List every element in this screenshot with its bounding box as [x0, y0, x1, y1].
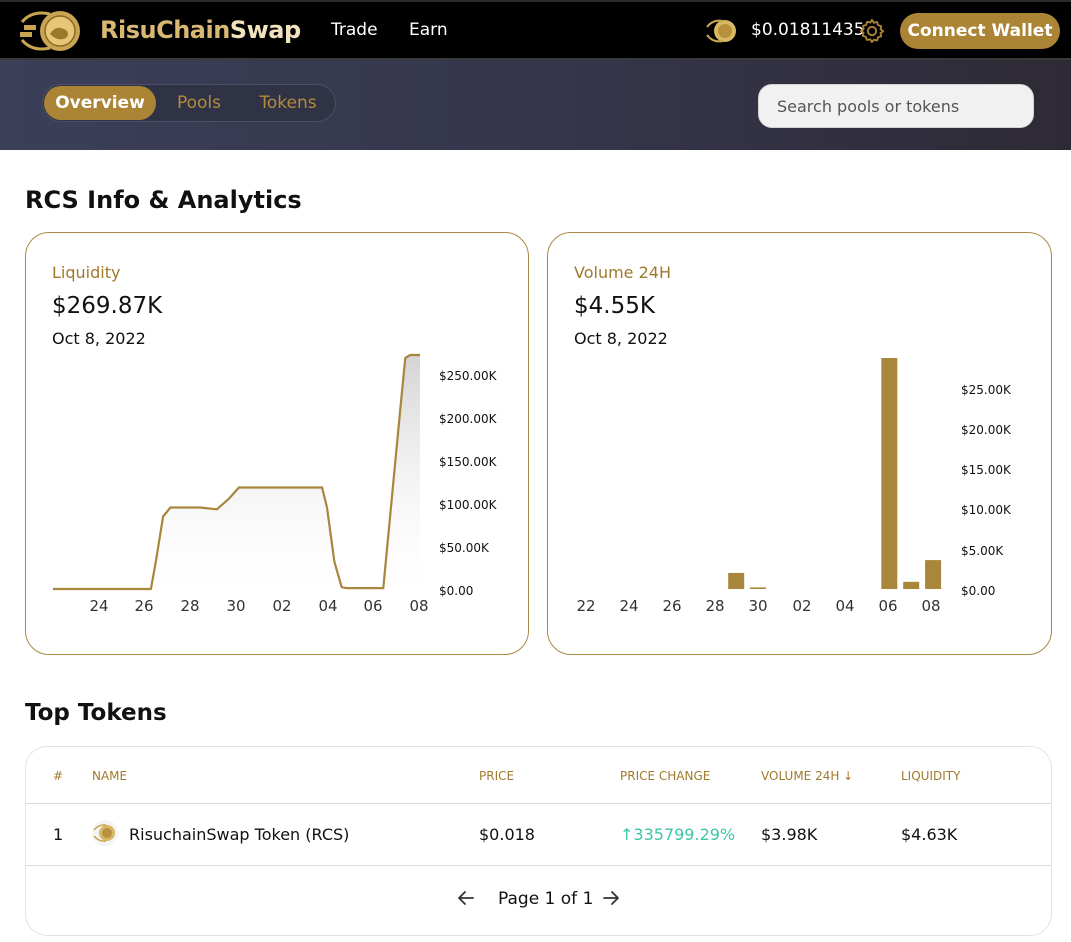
liquidity-x-tick: 24	[89, 597, 108, 615]
col-rank: #	[53, 769, 64, 783]
volume-x-tick: 30	[748, 597, 767, 615]
volume-chart[interactable]: 22 24 26 28 30 02 04 06 08 $0.00 $5.00K $10.00K $15…	[548, 233, 1052, 655]
nav-trade[interactable]: Trade	[331, 20, 378, 40]
volume-x-tick: 06	[878, 597, 897, 615]
liquidity-y-tick: $200.00K	[439, 412, 498, 426]
liquidity-x-tick: 30	[226, 597, 245, 615]
brand-part1: RisuChain	[100, 16, 230, 44]
liquidity-series-line	[53, 353, 420, 591]
top-tokens-table: # NAME PRICE PRICE CHANGE VOLUME 24H ↓ L…	[25, 746, 1052, 936]
liquidity-x-tick: 06	[363, 597, 382, 615]
row-divider	[26, 865, 1051, 866]
header-divider	[26, 803, 1051, 804]
volume-y-tick: $20.00K	[961, 423, 1012, 437]
top-navbar: RisuChainSwap Trade Earn $0.01811435 Con…	[0, 0, 1071, 60]
volume-bar[interactable]	[728, 572, 745, 589]
top-tokens-title: Top Tokens	[25, 700, 167, 726]
volume-bar[interactable]	[903, 581, 920, 589]
liquidity-value: $269.87K	[52, 293, 163, 319]
liquidity-y-tick: $50.00K	[439, 541, 490, 555]
volume-bar[interactable]	[925, 560, 942, 589]
connect-wallet-button[interactable]: Connect Wallet	[900, 13, 1060, 49]
search-input[interactable]	[758, 84, 1034, 128]
liquidity-x-tick: 04	[318, 597, 337, 615]
liquidity-y-tick: $250.00K	[439, 369, 498, 383]
volume-y-tick: $15.00K	[961, 463, 1012, 477]
tab-pools[interactable]: Pools	[176, 93, 222, 113]
volume-x-tick: 26	[662, 597, 681, 615]
tab-overview[interactable]: Overview	[44, 86, 156, 120]
liquidity-y-tick: $150.00K	[439, 455, 498, 469]
liquidity-date: Oct 8, 2022	[52, 329, 146, 348]
risu-coin-logo-icon[interactable]	[16, 8, 90, 54]
risu-coin-icon	[706, 19, 736, 43]
pagination-text: Page 1 of 1	[498, 889, 594, 909]
col-price[interactable]: PRICE	[479, 769, 515, 783]
volume-y-tick: $0.00	[961, 584, 995, 598]
liquidity-x-tick: 02	[272, 597, 291, 615]
col-liquidity[interactable]: LIQUIDITY	[901, 769, 961, 783]
nav-earn[interactable]: Earn	[409, 20, 448, 40]
token-price: $0.018	[479, 825, 535, 844]
col-name[interactable]: NAME	[92, 769, 128, 783]
volume-x-tick: 22	[576, 597, 595, 615]
volume-y-tick: $25.00K	[961, 383, 1012, 397]
volume-x-tick: 24	[619, 597, 638, 615]
volume-y-tick: $10.00K	[961, 503, 1012, 517]
volume-x-tick: 08	[921, 597, 940, 615]
token-price-change: ↑335799.29%	[620, 825, 736, 844]
tab-group: Overview Pools Tokens	[42, 84, 336, 122]
gear-icon[interactable]	[858, 17, 886, 45]
volume-date: Oct 8, 2022	[574, 329, 668, 348]
volume-x-tick: 04	[835, 597, 854, 615]
volume-card: Volume 24H $4.55K Oct 8, 2022 22 24 26 28 30…	[547, 232, 1052, 655]
liquidity-chart[interactable]: 24 26 28 30 02 04 06 08 $0.00 $50.00K $100.00K $15…	[26, 233, 529, 655]
liquidity-x-tick: 08	[409, 597, 428, 615]
liquidity-y-tick: $0.00	[439, 584, 473, 598]
sub-header: Overview Pools Tokens	[0, 60, 1071, 150]
volume-bar[interactable]	[750, 587, 766, 589]
arrow-right-icon[interactable]	[600, 887, 622, 909]
volume-y-tick: $5.00K	[961, 544, 1004, 558]
liquidity-area-fill	[53, 355, 420, 589]
brand-part2: Swap	[229, 16, 301, 44]
volume-x-tick: 28	[705, 597, 724, 615]
token-price: $0.01811435	[751, 20, 865, 40]
volume-label: Volume 24H	[574, 263, 671, 282]
volume-bar[interactable]	[881, 358, 898, 589]
page-title: RCS Info & Analytics	[25, 186, 302, 214]
liquidity-x-tick: 26	[134, 597, 153, 615]
volume-x-tick: 02	[792, 597, 811, 615]
arrow-left-icon[interactable]	[455, 887, 477, 909]
col-price-change[interactable]: PRICE CHANGE	[620, 769, 711, 783]
row-rank: 1	[53, 825, 64, 844]
brand-name[interactable]: RisuChainSwap	[100, 16, 301, 44]
col-volume[interactable]: VOLUME 24H ↓	[761, 769, 854, 783]
liquidity-x-tick: 28	[180, 597, 199, 615]
liquidity-label: Liquidity	[52, 263, 121, 282]
risu-coin-icon	[92, 820, 118, 846]
liquidity-y-tick: $100.00K	[439, 498, 498, 512]
liquidity-card: Liquidity $269.87K Oct 8, 2022 24 26 28 30 0…	[25, 232, 529, 655]
token-volume: $3.98K	[761, 825, 818, 844]
token-name[interactable]: RisuchainSwap Token (RCS)	[129, 825, 350, 844]
tab-tokens[interactable]: Tokens	[259, 93, 317, 113]
volume-value: $4.55K	[574, 293, 655, 319]
token-liquidity: $4.63K	[901, 825, 958, 844]
